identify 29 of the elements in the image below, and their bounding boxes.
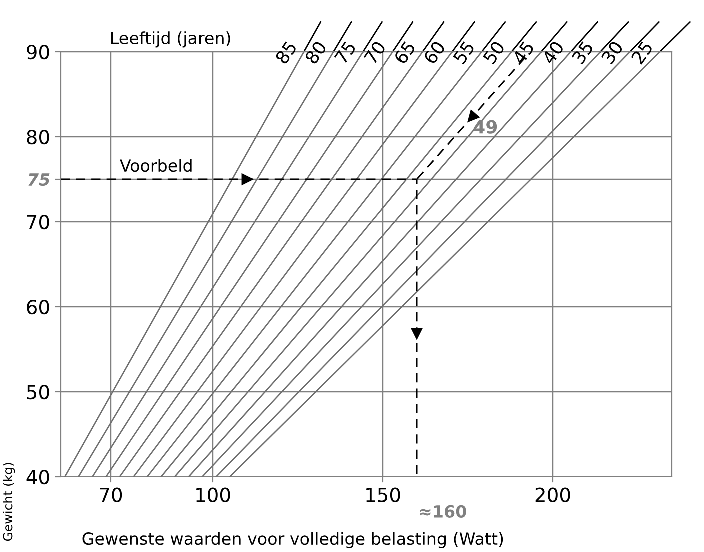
y-tick-label: 60 [27,300,50,315]
x-tick-label: 150 [366,488,400,502]
x-tick-label: 100 [196,488,230,502]
x-tick-label: 200 [536,488,570,502]
y-tick-label: 75 [28,174,50,186]
annotation: Voorbeld [120,159,192,172]
text: 65 [393,40,416,66]
y-tick-label: 90 [27,44,50,60]
y-tick-label: 50 [27,384,50,400]
text: Leeftijd (jaren) [112,32,230,48]
x-axis-title: Gewenste waarden voor volledige belasting (Watt) [82,532,504,548]
text: 80 [304,40,328,66]
text: 60 [423,40,446,66]
y-tick-label: 70 [27,214,50,230]
text: 85 [274,40,298,66]
text: 25 [630,40,654,65]
text: 50 [482,40,506,65]
y-axis-title: Gewicht (kg) [3,463,16,542]
text: 35 [571,40,594,65]
y-tick-label: 40 [26,470,50,485]
text: 45 [512,40,535,66]
y-tick-label: 80 [27,130,50,145]
text: 30 [600,40,624,65]
text: ≈160 [420,505,466,518]
text: 55 [452,40,476,65]
x-tick-label: 70 [100,488,122,502]
text: 75 [334,40,357,65]
text: 70 [364,40,387,65]
text: 40 [542,40,565,66]
